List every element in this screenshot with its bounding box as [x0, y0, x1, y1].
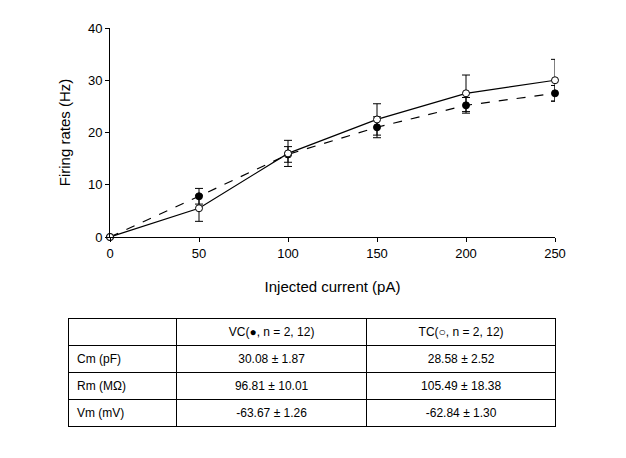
- html-text:TC(○, n = 2, 12): TC(○, n = 2, 12): [418, 325, 504, 339]
- svg-text:100: 100: [277, 246, 299, 261]
- html-text:30.08 ± 1.87: 30.08 ± 1.87: [238, 352, 305, 366]
- svg-text:50: 50: [192, 246, 206, 261]
- html-text:Cm (pF): Cm (pF): [77, 352, 121, 366]
- html-text:VC(●, n = 2, 12): VC(●, n = 2, 12): [228, 325, 315, 339]
- html-text:Vm (mV): Vm (mV): [77, 406, 125, 420]
- svg-text:200: 200: [455, 246, 477, 261]
- svg-text:0: 0: [106, 246, 113, 261]
- html-text:-63.67 ± 1.26: -63.67 ± 1.26: [236, 406, 307, 420]
- svg-text:40: 40: [88, 21, 102, 36]
- html-text:-62.84 ± 1.30: -62.84 ± 1.30: [425, 406, 497, 420]
- svg-text:20: 20: [88, 125, 102, 140]
- html-text:Rm (MΩ): Rm (MΩ): [77, 379, 126, 393]
- svg-text:30: 30: [88, 73, 102, 88]
- html-text:28.58 ± 2.52: 28.58 ± 2.52: [427, 352, 495, 366]
- html-text:105.49 ± 18.38: 105.49 ± 18.38: [421, 379, 502, 393]
- svg-text:250: 250: [544, 246, 566, 261]
- svg-text:150: 150: [366, 246, 388, 261]
- html-text:96.81 ± 10.01: 96.81 ± 10.01: [234, 379, 309, 393]
- svg-text:Firing rates (Hz): Firing rates (Hz): [56, 79, 73, 187]
- svg-text:10: 10: [88, 177, 102, 192]
- svg-text:0: 0: [95, 230, 102, 245]
- svg-text:Injected current (pA): Injected current (pA): [265, 278, 401, 295]
